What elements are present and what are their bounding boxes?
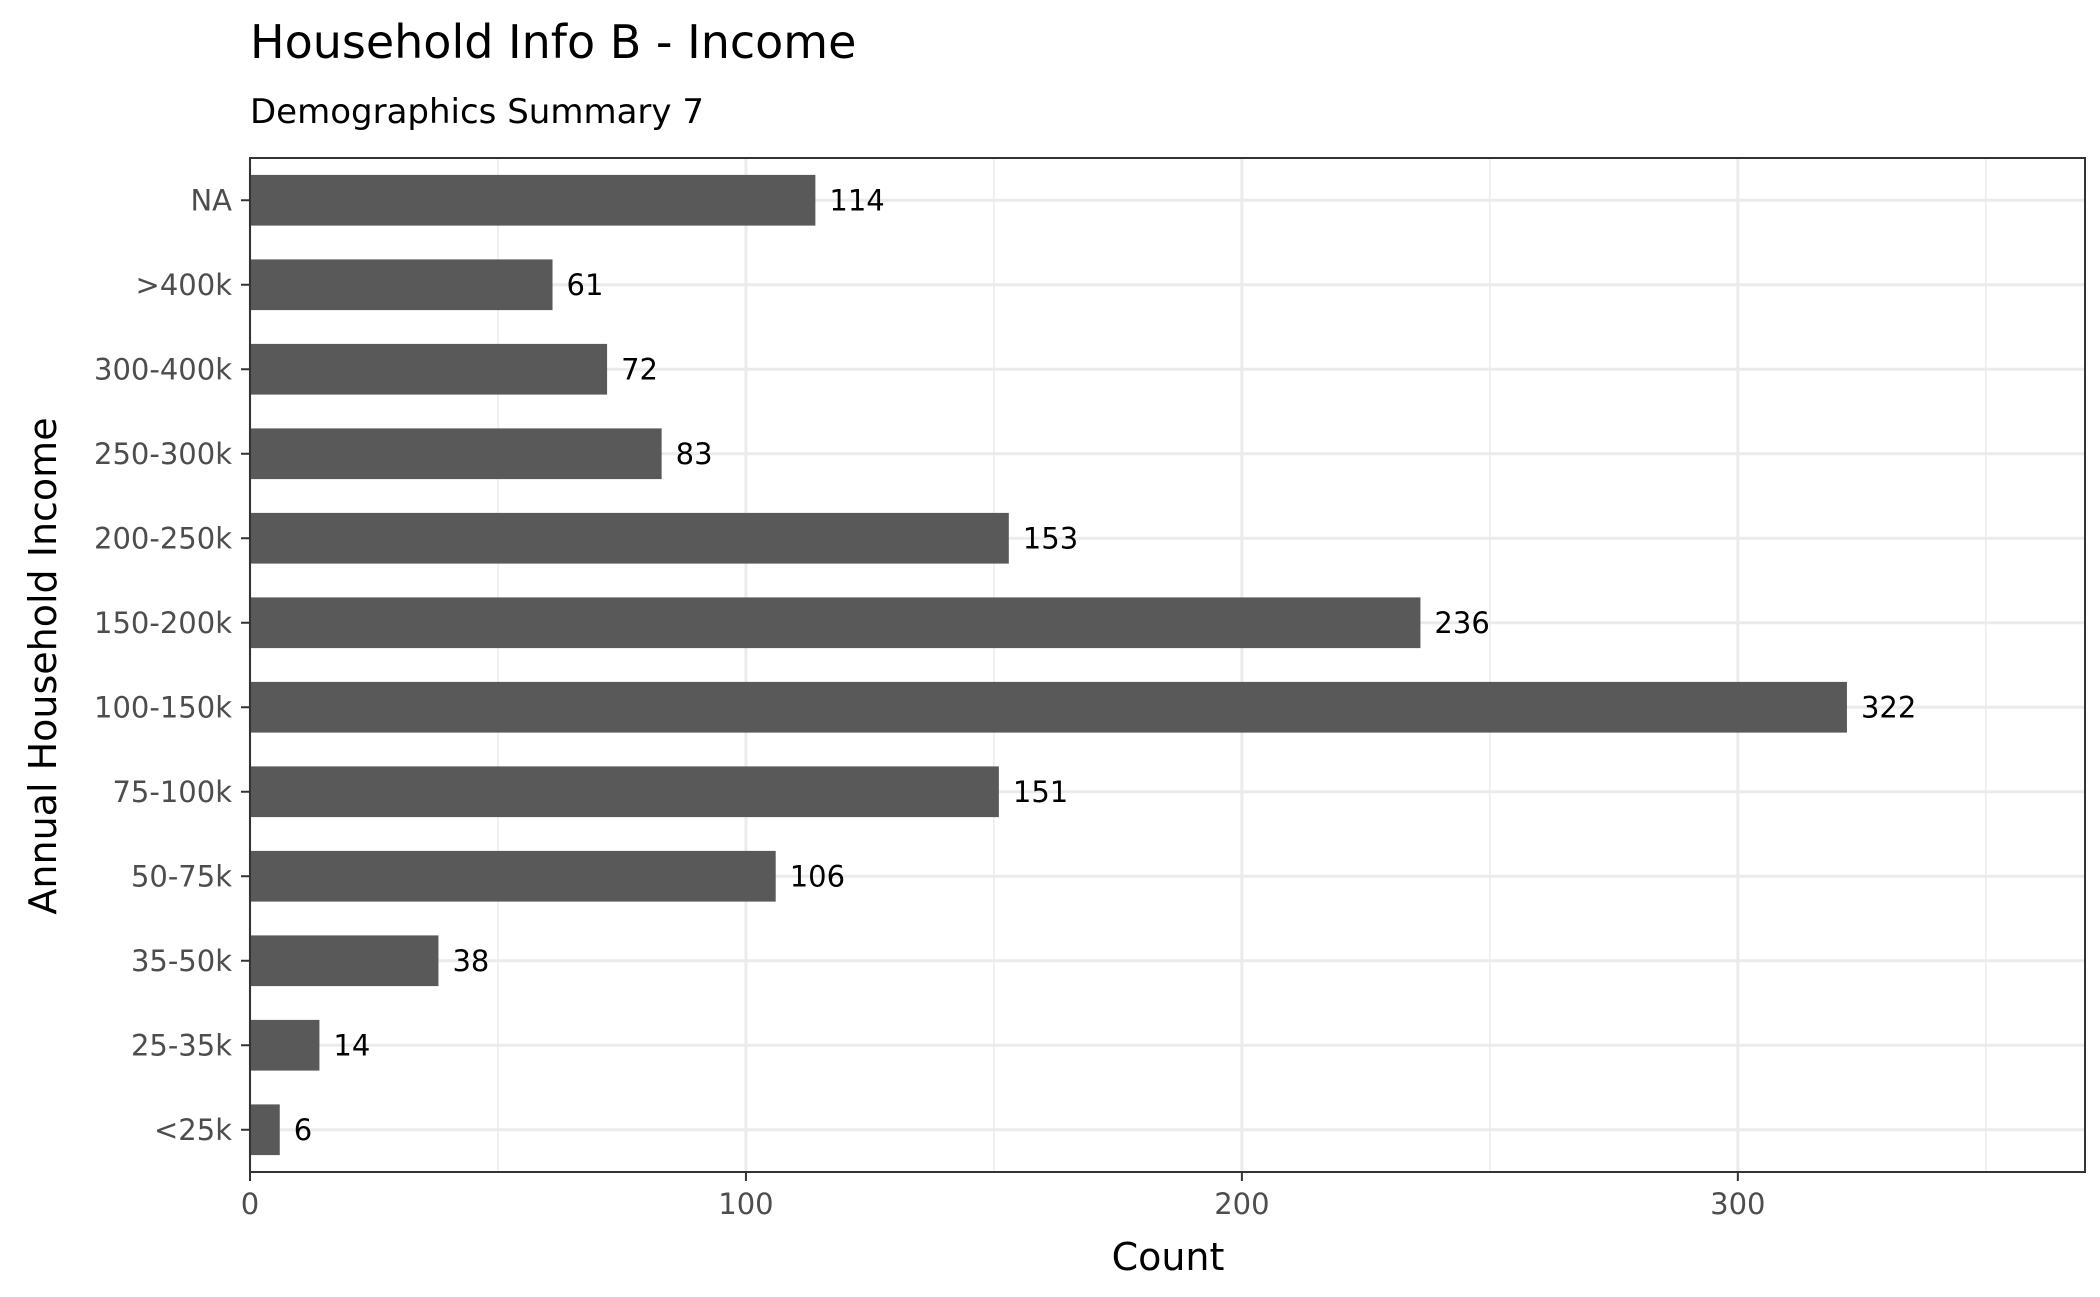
y-tick-label: 250-300k bbox=[94, 437, 232, 471]
y-tick-label: <25k bbox=[154, 1113, 232, 1147]
bars bbox=[250, 174, 1847, 1156]
bar bbox=[250, 174, 816, 226]
minor-gridlines bbox=[497, 158, 1987, 1172]
bar bbox=[250, 428, 662, 480]
panel-border bbox=[249, 157, 2086, 1173]
bar bbox=[250, 1019, 320, 1071]
bar-value-label: 72 bbox=[621, 352, 658, 386]
y-tick-label: NA bbox=[190, 183, 232, 217]
bar bbox=[250, 512, 1009, 564]
chart-subtitle: Demographics Summary 7 bbox=[250, 92, 704, 132]
bar-value-labels: 6 14 38 106 151 322 236 153 83 72 61 114 bbox=[294, 183, 1917, 1147]
x-tick-label: 300 bbox=[1710, 1187, 1765, 1221]
y-tick-label: 200-250k bbox=[94, 521, 232, 555]
y-tick-label: 50-75k bbox=[131, 859, 232, 893]
x-axis-title: Count bbox=[1112, 1235, 1225, 1279]
y-tick-label: 300-400k bbox=[94, 352, 232, 386]
bar bbox=[250, 935, 439, 987]
y-tick-label: 100-150k bbox=[94, 690, 232, 724]
bar-value-label: 38 bbox=[452, 944, 489, 978]
x-tick-label: 200 bbox=[1214, 1187, 1269, 1221]
bar-value-label: 61 bbox=[567, 268, 604, 302]
y-tick-label: 35-50k bbox=[131, 944, 232, 978]
bar-value-label: 106 bbox=[790, 859, 845, 893]
y-tick-label: >400k bbox=[136, 268, 233, 302]
bar-value-label: 6 bbox=[294, 1113, 312, 1147]
y-tick-label: 25-35k bbox=[131, 1028, 232, 1062]
bar bbox=[250, 850, 776, 902]
bar bbox=[250, 343, 608, 395]
y-axis-title: Annual Household Income bbox=[21, 417, 65, 914]
bar-value-label: 114 bbox=[829, 183, 884, 217]
x-tick-label: 0 bbox=[241, 1187, 259, 1221]
bar-value-label: 14 bbox=[333, 1028, 370, 1062]
bar bbox=[250, 766, 999, 818]
x-tick-label: 100 bbox=[718, 1187, 773, 1221]
x-axis: 0 100 200 300 bbox=[241, 1172, 1766, 1221]
y-tick-label: 150-200k bbox=[94, 606, 232, 640]
bar-value-label: 83 bbox=[676, 437, 713, 471]
plot-panel: 6 14 38 106 151 322 236 153 83 72 61 114 bbox=[248, 157, 2086, 1173]
y-axis: <25k 25-35k 35-50k 50-75k 75-100k 100-150k 150… bbox=[94, 183, 250, 1147]
chart-title: Household Info B - Income bbox=[250, 15, 856, 69]
bar-value-label: 153 bbox=[1023, 521, 1078, 555]
bar bbox=[250, 681, 1847, 733]
bar bbox=[250, 597, 1421, 649]
bar-value-label: 236 bbox=[1434, 606, 1489, 640]
y-tick-label: 75-100k bbox=[112, 775, 232, 809]
bar bbox=[250, 1104, 280, 1156]
bar-value-label: 322 bbox=[1861, 690, 1916, 724]
bar-value-label: 151 bbox=[1013, 775, 1068, 809]
bar bbox=[250, 259, 553, 311]
